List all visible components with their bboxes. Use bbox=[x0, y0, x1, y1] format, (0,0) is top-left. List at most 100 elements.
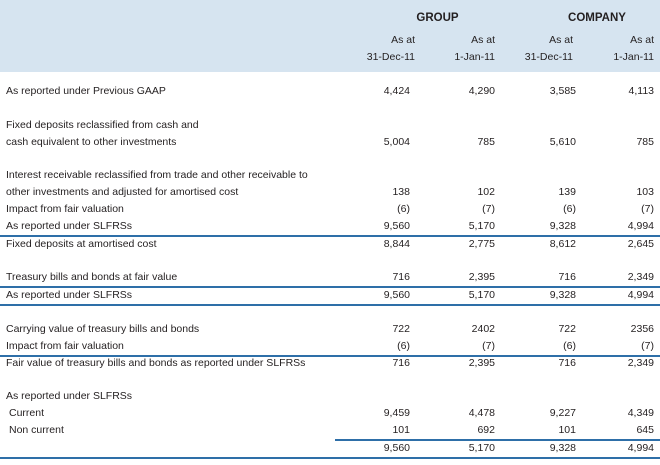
row-value: 4,478 bbox=[468, 407, 495, 419]
row-value: 9,560 bbox=[383, 220, 410, 232]
row-label: Current bbox=[9, 407, 45, 419]
row-value: 2,395 bbox=[468, 271, 495, 283]
row-value: (7) bbox=[482, 340, 495, 352]
row-value: (7) bbox=[641, 203, 654, 215]
row-value: (7) bbox=[641, 340, 654, 352]
table-row: Treasury bills and bonds at fair value 7… bbox=[0, 269, 660, 286]
table-row: As reported under SLFRSs bbox=[0, 388, 660, 405]
table-row: Non current 101 692 101 645 bbox=[0, 422, 660, 439]
row-value: 5,170 bbox=[468, 442, 495, 454]
row-label: As reported under SLFRSs bbox=[6, 220, 133, 232]
divider bbox=[0, 457, 660, 459]
row-label: As reported under Previous GAAP bbox=[6, 85, 166, 97]
row-value: 102 bbox=[477, 186, 495, 198]
row-value: 692 bbox=[477, 424, 495, 436]
row-value: (6) bbox=[563, 340, 576, 352]
table-header: GROUP COMPANY As at 31-Dec-11 As at 1-Ja… bbox=[0, 0, 660, 72]
row-value: 4,424 bbox=[383, 85, 410, 97]
row-value: 645 bbox=[636, 424, 654, 436]
table-row: 9,560 5,170 9,328 4,994 bbox=[0, 440, 660, 457]
row-label: As reported under SLFRSs bbox=[6, 390, 133, 402]
row-value: 4,113 bbox=[628, 85, 655, 97]
row-value: 8,844 bbox=[383, 238, 410, 250]
row-value: 2356 bbox=[630, 323, 654, 335]
row-label: Impact from fair valuation bbox=[6, 203, 124, 215]
row-value: 3,585 bbox=[549, 85, 576, 97]
group-heading: GROUP bbox=[416, 12, 459, 24]
row-value: 138 bbox=[392, 186, 410, 198]
row-value: (6) bbox=[563, 203, 576, 215]
row-value: 4,994 bbox=[627, 220, 654, 232]
row-value: 139 bbox=[558, 186, 576, 198]
row-value: 2,775 bbox=[468, 238, 495, 250]
row-value: 5,610 bbox=[549, 136, 576, 148]
table-row: Fixed deposits at amortised cost 8,844 2… bbox=[0, 236, 660, 253]
divider bbox=[0, 235, 660, 237]
row-value: 722 bbox=[558, 323, 576, 335]
row-label: cash equivalent to other investments bbox=[6, 136, 177, 148]
row-value: 5,170 bbox=[468, 220, 495, 232]
row-label: Impact from fair valuation bbox=[6, 340, 124, 352]
row-value: 8,612 bbox=[549, 238, 576, 250]
row-label: Fixed deposits at amortised cost bbox=[6, 238, 157, 250]
row-label: other investments and adjusted for amort… bbox=[6, 186, 239, 198]
row-value: 9,227 bbox=[549, 407, 576, 419]
row-value: 9,328 bbox=[549, 289, 576, 301]
row-value: 2,645 bbox=[627, 238, 654, 250]
row-value: 5,004 bbox=[383, 136, 410, 148]
row-value: 4,290 bbox=[468, 85, 495, 97]
table-row: Fair value of treasury bills and bonds a… bbox=[0, 355, 660, 372]
table-row: Current 9,459 4,478 9,227 4,349 bbox=[0, 405, 660, 422]
row-value: 2,349 bbox=[627, 271, 654, 283]
divider bbox=[0, 286, 660, 288]
row-value: 9,560 bbox=[383, 289, 410, 301]
table-row: Carrying value of treasury bills and bon… bbox=[0, 321, 660, 338]
col-header-group-31dec11: As at 31-Dec-11 bbox=[366, 34, 415, 63]
company-heading: COMPANY bbox=[568, 12, 626, 24]
row-value: 101 bbox=[558, 424, 576, 436]
row-value: 101 bbox=[392, 424, 410, 436]
row-label: Carrying value of treasury bills and bon… bbox=[6, 323, 200, 335]
table-row: As reported under SLFRSs 9,560 5,170 9,3… bbox=[0, 218, 660, 235]
row-label: Treasury bills and bonds at fair value bbox=[6, 271, 178, 283]
col-header-company-1jan11: As at 1-Jan-11 bbox=[613, 34, 654, 63]
row-label: As reported under SLFRSs bbox=[6, 289, 133, 301]
table-row: As reported under SLFRSs 9,560 5,170 9,3… bbox=[0, 287, 660, 304]
table-row: As reported under Previous GAAP 4,424 4,… bbox=[0, 83, 660, 100]
row-value: 785 bbox=[477, 136, 495, 148]
table-row: Interest receivable reclassified from tr… bbox=[0, 167, 660, 184]
row-value: 2,349 bbox=[627, 357, 654, 369]
row-value: 103 bbox=[636, 186, 654, 198]
row-value: 722 bbox=[392, 323, 410, 335]
row-label: Fair value of treasury bills and bonds a… bbox=[6, 357, 306, 369]
table-row: other investments and adjusted for amort… bbox=[0, 184, 660, 201]
row-value: 9,328 bbox=[549, 442, 576, 454]
table-row: cash equivalent to other investments 5,0… bbox=[0, 134, 660, 151]
row-value: 716 bbox=[558, 357, 576, 369]
row-value: 9,328 bbox=[549, 220, 576, 232]
row-value: 716 bbox=[392, 357, 410, 369]
divider bbox=[0, 355, 660, 357]
row-value: 716 bbox=[558, 271, 576, 283]
row-value: (7) bbox=[482, 203, 495, 215]
col-header-group-1jan11: As at 1-Jan-11 bbox=[454, 34, 495, 63]
table-row: Fixed deposits reclassified from cash an… bbox=[0, 117, 660, 134]
row-value: 785 bbox=[636, 136, 654, 148]
row-label: Interest receivable reclassified from tr… bbox=[6, 169, 308, 181]
row-value: (6) bbox=[397, 340, 410, 352]
row-value: 2402 bbox=[471, 323, 495, 335]
row-value: 9,560 bbox=[383, 442, 410, 454]
divider bbox=[335, 439, 660, 441]
row-value: 5,170 bbox=[468, 289, 495, 301]
row-value: 4,349 bbox=[627, 407, 654, 419]
col-header-company-31dec11: As at 31-Dec-11 bbox=[524, 34, 573, 63]
table-row: Impact from fair valuation (6) (7) (6) (… bbox=[0, 201, 660, 218]
row-label: Fixed deposits reclassified from cash an… bbox=[6, 119, 199, 131]
row-value: 9,459 bbox=[383, 407, 410, 419]
row-value: 4,994 bbox=[627, 289, 654, 301]
row-value: (6) bbox=[397, 203, 410, 215]
table-row: Impact from fair valuation (6) (7) (6) (… bbox=[0, 338, 660, 355]
row-value: 4,994 bbox=[627, 442, 654, 454]
row-value: 716 bbox=[392, 271, 410, 283]
